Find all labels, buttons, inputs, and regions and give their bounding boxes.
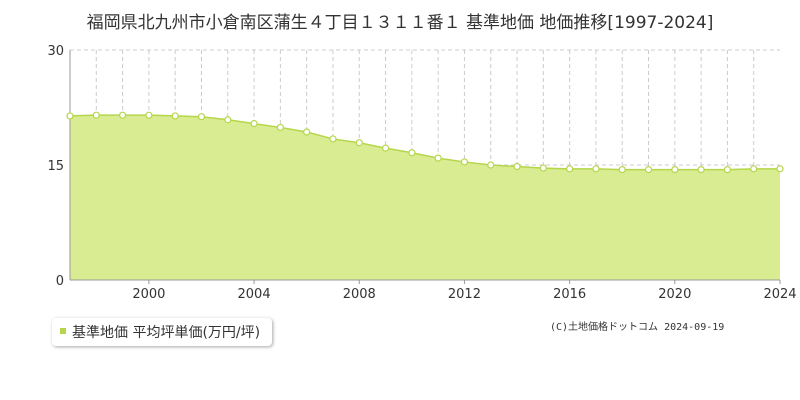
copyright-text: (C)土地価格ドットコム 2024-09-19 (550, 322, 725, 333)
data-point (697, 166, 705, 174)
data-point (723, 166, 732, 174)
data-point (539, 164, 547, 172)
area-series (69, 114, 780, 281)
x-tick-label: 2012 (448, 287, 481, 302)
x-tick-label: 2020 (658, 287, 691, 302)
area-fill (70, 115, 780, 281)
data-point (750, 165, 758, 173)
y-tick-label: 30 (47, 44, 64, 59)
data-point (460, 158, 469, 166)
data-point (276, 123, 284, 132)
tick-labels: 0 15 30 2000 2004 2008 2012 2016 2020 2024 (47, 44, 796, 302)
data-point (487, 161, 495, 169)
data-point (566, 165, 574, 173)
data-point (145, 111, 153, 119)
data-point (355, 139, 363, 147)
data-point (644, 166, 653, 174)
data-point (66, 112, 74, 120)
y-tick-label: 15 (47, 159, 64, 174)
data-points (66, 111, 784, 174)
data-point (197, 113, 206, 121)
data-point (592, 165, 600, 173)
data-point (776, 165, 784, 173)
data-point (513, 162, 521, 171)
series-line (69, 114, 780, 171)
data-point (250, 119, 258, 128)
data-point (224, 116, 232, 124)
data-point (303, 128, 311, 136)
legend-label: 基準地価 平均坪単価(万円/坪) (72, 325, 261, 341)
data-point (171, 112, 179, 120)
x-tick-label: 2016 (553, 287, 586, 302)
x-tick-label: 2024 (763, 287, 796, 302)
data-point (381, 144, 390, 152)
data-point (434, 154, 442, 162)
data-point (618, 166, 626, 174)
x-tick-label: 2000 (132, 287, 165, 302)
data-point (92, 111, 100, 119)
data-point (671, 166, 679, 174)
axes (69, 50, 781, 284)
y-tick-label: 0 (56, 274, 64, 289)
chart-title: 福岡県北九州市小倉南区蒲生４丁目１３１１番１ 基準地価 地価推移[1997-20… (86, 13, 714, 33)
legend-marker (60, 328, 66, 334)
data-point (329, 135, 337, 143)
data-point (118, 111, 127, 119)
x-tick-label: 2004 (238, 287, 271, 302)
x-tick-label: 2008 (343, 287, 376, 302)
legend: 基準地価 平均坪単価(万円/坪) (52, 318, 273, 346)
data-point (408, 149, 416, 157)
